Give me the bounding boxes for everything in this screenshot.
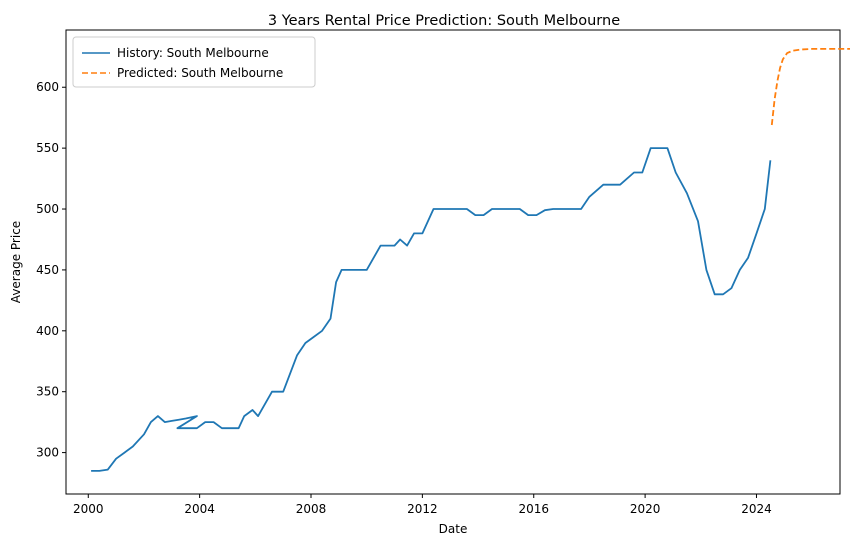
y-tick-label: 300 [36,446,59,460]
y-tick-label: 600 [36,80,59,94]
legend-label-history: History: South Melbourne [117,46,269,60]
plot-area [65,29,850,495]
x-tick-label: 2020 [630,502,661,516]
chart-title: 3 Years Rental Price Prediction: South M… [268,13,620,29]
x-axis-label: Date [439,522,468,536]
x-tick-label: 2008 [296,502,327,516]
x-tick-label: 2024 [741,502,772,516]
y-tick-label: 500 [36,202,59,216]
predicted-series-line [770,48,850,126]
y-tick-label: 550 [36,141,59,155]
legend: History: South Melbourne Predicted: Sout… [72,36,316,88]
history-series-line [91,147,772,472]
y-axis: 300 350 400 450 500 550 600 [36,80,66,460]
legend-box [72,36,316,88]
x-tick-label: 2000 [73,502,104,516]
y-tick-label: 350 [36,385,59,399]
plot-frame [65,29,841,495]
legend-label-predicted: Predicted: South Melbourne [117,66,283,80]
series-layer [91,48,850,472]
x-tick-label: 2004 [184,502,215,516]
y-axis-label: Average Price [9,221,23,303]
x-tick-label: 2012 [407,502,438,516]
y-tick-label: 450 [36,263,59,277]
y-tick-label: 400 [36,324,59,338]
x-axis: 2000 2004 2008 2012 2016 2020 2024 [73,494,772,516]
x-tick-label: 2016 [518,502,549,516]
